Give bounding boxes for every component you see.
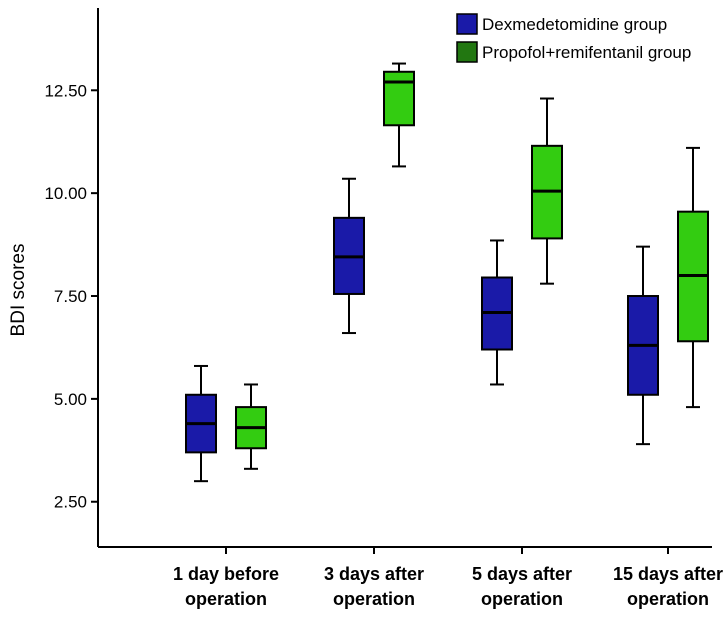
box-1-2: [531, 97, 563, 285]
x-tick-label: operation: [627, 589, 709, 609]
legend: Dexmedetomidine group Propofol+remifentan…: [456, 13, 691, 63]
box-1-1: [383, 62, 415, 168]
box-1-0: [235, 383, 267, 470]
boxes-layer: [185, 62, 709, 483]
x-tick-label: 15 days after: [613, 564, 723, 584]
y-tick-label: 7.50: [54, 287, 87, 306]
y-tick-label: 2.50: [54, 493, 87, 512]
x-tick-label: operation: [333, 589, 415, 609]
x-tick-label: operation: [185, 589, 267, 609]
y-axis-label: BDI scores: [8, 244, 29, 337]
y-tick-label: 10.00: [44, 184, 87, 203]
box-1-3: [677, 146, 709, 409]
y-tick-label: 5.00: [54, 390, 87, 409]
legend-swatch: [456, 13, 478, 35]
box-0-3: [627, 245, 659, 446]
x-tick-label: 1 day before: [173, 564, 279, 584]
legend-label: Dexmedetomidine group: [482, 15, 667, 34]
axes-layer: 2.50 5.00 7.50 10.00 12.50 1 day before operat…: [44, 8, 723, 609]
box-0-0: [185, 364, 217, 483]
legend-label: Propofol+remifentanil group: [482, 43, 691, 62]
legend-swatch: [456, 41, 478, 63]
box-0-2: [481, 239, 513, 386]
box-body: [383, 70, 415, 127]
x-tick-label: operation: [481, 589, 563, 609]
x-tick-label: 5 days after: [472, 564, 572, 584]
y-tick-label: 12.50: [44, 81, 87, 100]
box-0-1: [333, 177, 365, 335]
x-tick-label: 3 days after: [324, 564, 424, 584]
